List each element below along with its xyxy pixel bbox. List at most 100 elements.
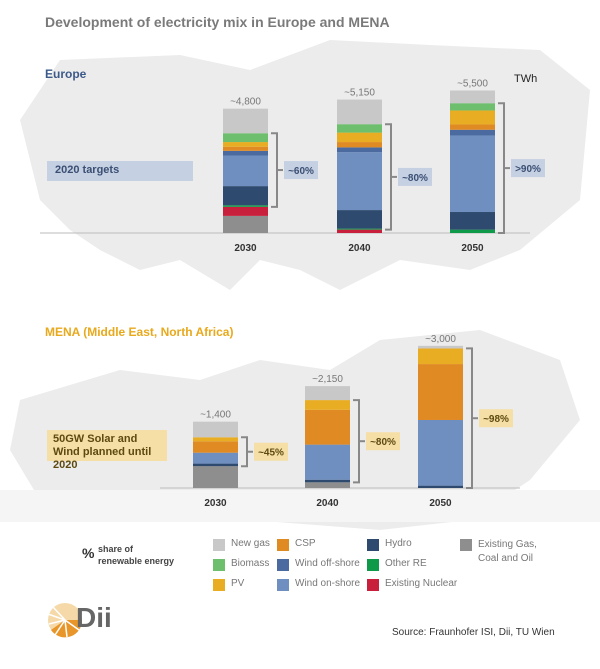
- source-note: Source: Fraunhofer ISI, Dii, TU Wien: [392, 627, 555, 638]
- bar-segment-new-gas: [418, 345, 463, 349]
- total-label: ~5,500: [457, 79, 488, 90]
- year-label: 2030: [234, 243, 257, 254]
- bar-segment-other-re: [337, 228, 382, 230]
- legend-swatch-existing: [460, 539, 472, 551]
- renewable-bracket: [385, 123, 392, 231]
- legend-label: PV: [231, 578, 245, 589]
- renewable-share-box: [254, 442, 288, 461]
- bar-segment-wind-on-shore: [305, 444, 350, 480]
- legend-swatch: [277, 539, 289, 551]
- bar-segment-wind-off-shore: [337, 147, 382, 153]
- bar-segment-existing-nuclear: [337, 229, 382, 233]
- renewable-bracket: [353, 399, 360, 484]
- europe-annotation: 2020 targets: [47, 161, 193, 181]
- bar-segment-pv: [418, 348, 463, 365]
- pct-label-line1: share of: [98, 544, 134, 554]
- bar-segment-hydro: [305, 479, 350, 483]
- bar-segment-csp: [418, 364, 463, 420]
- renewable-share-label: ~45%: [258, 448, 284, 459]
- bar-segment-new-gas: [193, 421, 238, 438]
- legend-existing-line2: Coal and Oil: [478, 553, 534, 564]
- renewable-share-box: [366, 432, 400, 451]
- bar-segment-wind-off-shore: [223, 150, 268, 156]
- mena-annotation: 50GW Solar and Wind planned until 2020: [47, 430, 167, 471]
- bar-segment-csp: [305, 409, 350, 445]
- bar-segment-hydro: [223, 186, 268, 206]
- renewable-share-box: [479, 409, 513, 428]
- bar-segment-csp: [223, 146, 268, 151]
- bar-segment-csp: [337, 142, 382, 148]
- bar-segment-pv: [305, 400, 350, 410]
- bar-segment-wind-on-shore: [337, 152, 382, 211]
- total-label: ~3,000: [425, 334, 456, 345]
- bar-segment-csp: [193, 441, 238, 453]
- renewable-share-box: [284, 161, 318, 180]
- legend-swatch: [277, 579, 289, 591]
- renewable-share-label: ~80%: [370, 437, 396, 448]
- renewable-share-label: >90%: [515, 164, 541, 175]
- europe-title: Europe: [45, 67, 87, 81]
- renewable-bracket: [498, 102, 505, 234]
- legend-label: Wind off-shore: [295, 558, 360, 569]
- bar-segment-pv: [223, 142, 268, 147]
- legend-existing-label: Existing Gas, Coal and Oil: [478, 538, 537, 566]
- legend-existing-line1: Existing Gas,: [478, 539, 537, 550]
- bar-segment-wind-on-shore: [193, 452, 238, 464]
- bar-segment-existing-gas-coal-and-oil: [305, 482, 350, 488]
- bar-segment-existing-gas-coal-and-oil: [193, 466, 238, 488]
- total-label: ~2,150: [312, 374, 343, 385]
- legend-swatch: [213, 559, 225, 571]
- legend-swatch: [367, 539, 379, 551]
- bar-segment-biomass: [450, 103, 495, 111]
- legend-label: Other RE: [385, 558, 427, 569]
- bar-segment-new-gas: [337, 99, 382, 125]
- bar-segment-existing-gas-coal-and-oil: [223, 215, 268, 233]
- year-label: 2050: [461, 243, 484, 254]
- bar-segment-csp: [450, 124, 495, 130]
- percent-symbol: %: [82, 545, 95, 561]
- dii-logo-icon: [47, 603, 83, 638]
- bar-segment-hydro: [418, 485, 463, 488]
- year-label: 2050: [429, 498, 452, 509]
- legend-swatch: [213, 579, 225, 591]
- renewable-share-label: ~80%: [402, 173, 428, 184]
- year-label: 2030: [204, 498, 227, 509]
- renewable-share-box: [511, 159, 545, 178]
- legend-label: Wind on-shore: [295, 578, 361, 589]
- legend-label: Hydro: [385, 538, 412, 549]
- bar-segment-biomass: [223, 133, 268, 143]
- legend-swatch: [367, 559, 379, 571]
- bar-segment-wind-off-shore: [450, 129, 495, 136]
- total-label: ~5,150: [344, 88, 375, 99]
- bar-segment-pv: [337, 132, 382, 143]
- bar-segment-pv: [193, 437, 238, 442]
- chart-title: Development of electricity mix in Europe…: [45, 14, 390, 30]
- bar-segment-wind-on-shore: [418, 419, 463, 486]
- year-label: 2040: [348, 243, 371, 254]
- legend-label: New gas: [231, 538, 270, 549]
- year-label: 2040: [316, 498, 339, 509]
- renewable-bracket: [466, 347, 473, 489]
- bar-segment-wind-on-shore: [223, 155, 268, 187]
- bar-segment-wind-on-shore: [450, 135, 495, 213]
- dii-logo-text: Dii: [76, 602, 112, 633]
- renewable-share-label: ~60%: [288, 166, 314, 177]
- mena-title: MENA (Middle East, North Africa): [45, 325, 234, 339]
- bar-segment-existing-nuclear: [223, 206, 268, 216]
- bar-segment-other-re: [450, 229, 495, 233]
- legend-label: CSP: [295, 538, 316, 549]
- renewable-bracket: [241, 436, 248, 468]
- renewable-bracket: [271, 132, 278, 208]
- legend-swatch: [213, 539, 225, 551]
- pct-label-line2: renewable energy: [98, 556, 175, 566]
- legend-swatch: [277, 559, 289, 571]
- bar-segment-hydro: [337, 210, 382, 229]
- total-label: ~1,400: [200, 410, 231, 421]
- total-label: ~4,800: [230, 97, 261, 108]
- bar-segment-new-gas: [223, 108, 268, 134]
- bar-segment-biomass: [337, 124, 382, 133]
- legend-label: Biomass: [231, 558, 270, 569]
- bar-segment-pv: [450, 110, 495, 125]
